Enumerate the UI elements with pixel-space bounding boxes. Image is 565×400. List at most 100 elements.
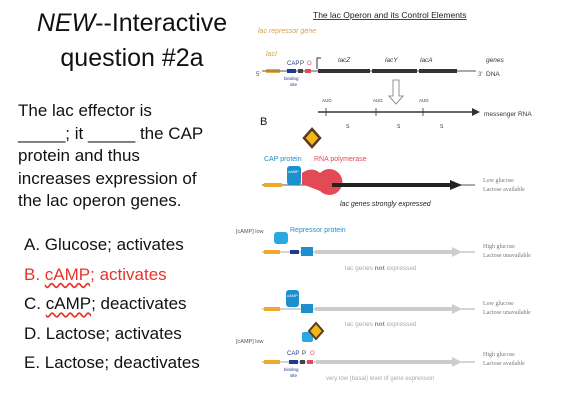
- dna-label: DNA: [486, 71, 500, 78]
- mrna-arrowhead: [472, 108, 480, 116]
- answer-letter: C.: [24, 294, 41, 313]
- laca-label: lacA: [420, 57, 433, 64]
- laci-gene-block: [264, 183, 282, 187]
- aug-label: AUG: [419, 98, 429, 103]
- arrowhead: [452, 304, 462, 314]
- answer-camp: cAMP: [44, 264, 91, 284]
- o-label: O: [307, 61, 312, 67]
- laca-gene-block: [419, 69, 457, 73]
- question-line: _____; it _____ the CAP: [18, 123, 204, 143]
- lacz-gene-block: [318, 69, 370, 73]
- answer-a[interactable]: A. Glucose; activates: [24, 230, 200, 260]
- basal-label: very low (basal) level of gene expressio…: [326, 376, 434, 382]
- camp-label: cAMP: [287, 293, 298, 298]
- row-cap-repressed: cAMP lac genes not expressed Low glucose…: [262, 290, 531, 328]
- lacz-label: lacZ: [338, 57, 351, 64]
- s-label: S: [440, 124, 444, 130]
- answer-e[interactable]: E. Lactose; deactivates: [24, 348, 200, 378]
- answer-text: ; deactivates: [91, 294, 187, 313]
- title-interactive: --Interactive: [95, 9, 228, 37]
- condition-label: High glucose: [483, 244, 515, 250]
- lacy-label: lacY: [385, 57, 398, 64]
- answer-c[interactable]: C. cAMP; deactivates: [24, 289, 200, 319]
- aug-label: AUG: [322, 98, 332, 103]
- laci-gene-block: [264, 307, 280, 311]
- transcription-arrow: [316, 57, 321, 69]
- answer-text: ; activates: [90, 264, 167, 284]
- three-prime-label: 3': [478, 72, 482, 78]
- rnap-shape: [302, 169, 343, 195]
- question-line: increases expression of: [18, 168, 197, 188]
- camp-low-label: [cAMP] low: [236, 229, 264, 235]
- condition-label: Lactose available: [483, 361, 525, 367]
- lactose-icon: [302, 127, 322, 149]
- question-line: The lac effector is: [18, 101, 152, 120]
- cap-label: CAP: [287, 351, 299, 357]
- cap-site: [287, 69, 296, 73]
- lacy-gene-block: [372, 69, 417, 73]
- camp-low-label: [cAMP] low: [236, 339, 264, 345]
- condition-label: Low glucose: [483, 301, 514, 307]
- repressor-shape: [274, 232, 288, 244]
- repressor-protein-label: Repressor protein: [290, 227, 346, 234]
- cap-site: [290, 250, 299, 254]
- genes-label: genes: [486, 57, 504, 64]
- arrowhead: [450, 180, 462, 190]
- question-line: the lac operon genes.: [18, 191, 182, 210]
- s-label: S: [346, 124, 350, 130]
- operator: [307, 360, 313, 364]
- aug-label: AUG: [373, 98, 383, 103]
- p-label: P: [300, 61, 304, 67]
- lac-genes-block: [332, 183, 454, 187]
- cap-protein-shape: [287, 166, 301, 185]
- lac-genes-block: [315, 250, 455, 254]
- answer-camp: cAMP: [45, 294, 92, 313]
- panel-label-b: B: [260, 116, 267, 128]
- p-label: P: [302, 351, 306, 357]
- question-line: protein and thus: [18, 146, 140, 165]
- arrowhead: [452, 247, 462, 257]
- mrna: AUG AUG AUG messenger RNA S S S: [318, 98, 532, 130]
- answer-d[interactable]: D. Lactose; activates: [24, 319, 200, 349]
- answer-text: Lactose; activates: [45, 323, 182, 343]
- not-expressed-label: lac genes not expressed: [345, 265, 417, 272]
- lac-genes-block: [315, 307, 455, 311]
- not-word: not: [375, 265, 386, 272]
- title-new: NEW: [36, 9, 96, 37]
- diagram-title: The lac Operon and its Control Elements: [313, 10, 467, 20]
- promoter: [298, 69, 303, 73]
- condition-label: Lactose unavailable: [483, 310, 531, 316]
- promoter: [300, 360, 305, 364]
- cap-site: [289, 360, 298, 364]
- lac-repressor-gene-label: lac repressor gene: [258, 28, 316, 35]
- row-repressor: [cAMP] low Repressor protein lac genes n…: [236, 227, 531, 272]
- condition-label: High glucose: [483, 352, 515, 358]
- lactose-icon: [307, 321, 325, 341]
- binding-site-label: site: [290, 82, 298, 87]
- question-text: The lac effector is _____; it _____ the …: [18, 100, 248, 213]
- repressor-shape: [302, 332, 313, 342]
- not-word: not: [375, 321, 386, 328]
- cap-label: CAP: [287, 61, 299, 67]
- laci-gene-block: [264, 360, 280, 364]
- row-strong: CAP protein RNA polymerase cAMP lac gene…: [262, 127, 525, 208]
- cap-protein-shape: [286, 290, 299, 307]
- condition-label: Low glucose: [483, 178, 514, 184]
- answer-letter: D.: [24, 323, 41, 343]
- down-arrow: [388, 79, 404, 105]
- camp-label: cAMP: [288, 169, 299, 174]
- operator: [305, 69, 311, 73]
- answer-b[interactable]: B. cAMP; activates: [24, 260, 200, 290]
- binding-site-label: binding: [284, 367, 299, 372]
- expressed-word: expressed: [387, 321, 417, 328]
- cap-protein-label: CAP protein: [264, 156, 302, 163]
- answer-text: Glucose; activates: [44, 235, 184, 254]
- strongly-expressed-label: lac genes strongly expressed: [340, 201, 432, 208]
- expressed-word: expressed: [387, 265, 417, 272]
- lac-genes-block: [316, 360, 454, 364]
- rnap-label: RNA polymerase: [314, 156, 367, 163]
- answer-text: Lactose; deactivates: [44, 353, 200, 372]
- row-basal: [cAMP] low CAP P O binding site very low…: [236, 321, 525, 382]
